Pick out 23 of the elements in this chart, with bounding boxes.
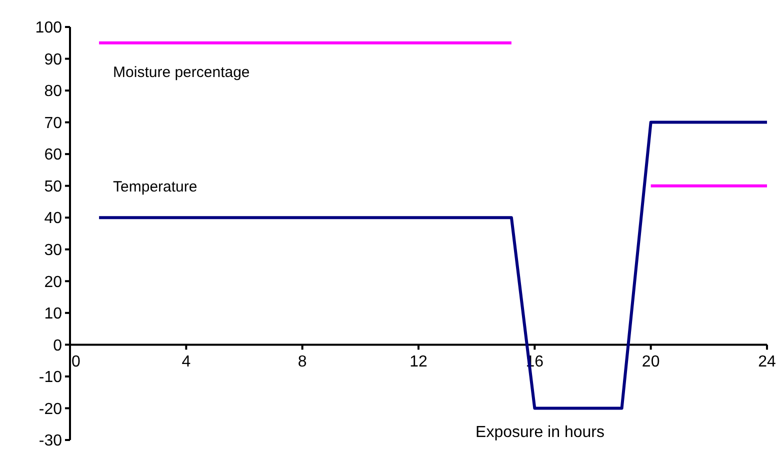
y-tick-label: 90 bbox=[44, 51, 62, 68]
y-tick-label: 0 bbox=[53, 337, 62, 354]
y-tick-label: -10 bbox=[38, 369, 62, 386]
y-tick-label: 60 bbox=[44, 146, 62, 164]
series-label: Moisture percentage bbox=[113, 64, 250, 81]
y-tick-label: 70 bbox=[44, 114, 62, 132]
x-tick-label: 24 bbox=[758, 354, 776, 371]
y-tick-label: 100 bbox=[35, 20, 62, 37]
y-tick-label: 30 bbox=[44, 242, 62, 259]
y-tick-label: -20 bbox=[38, 400, 62, 418]
y-tick-label: 80 bbox=[44, 83, 62, 100]
y-tick-label: 10 bbox=[44, 306, 62, 323]
y-tick-label: -30 bbox=[38, 432, 62, 449]
y-tick-label: 40 bbox=[44, 210, 62, 228]
x-tick-label: 12 bbox=[410, 354, 428, 371]
x-tick-label: 0 bbox=[72, 354, 81, 371]
x-tick-label: 8 bbox=[298, 354, 307, 371]
y-tick-label: 50 bbox=[44, 178, 62, 196]
x-tick-label: 4 bbox=[182, 354, 191, 371]
x-axis-title: Exposure in hours bbox=[476, 424, 604, 441]
series-label: Temperature bbox=[113, 178, 198, 196]
x-tick-label: 20 bbox=[642, 354, 660, 371]
y-tick-label: 20 bbox=[44, 274, 62, 291]
